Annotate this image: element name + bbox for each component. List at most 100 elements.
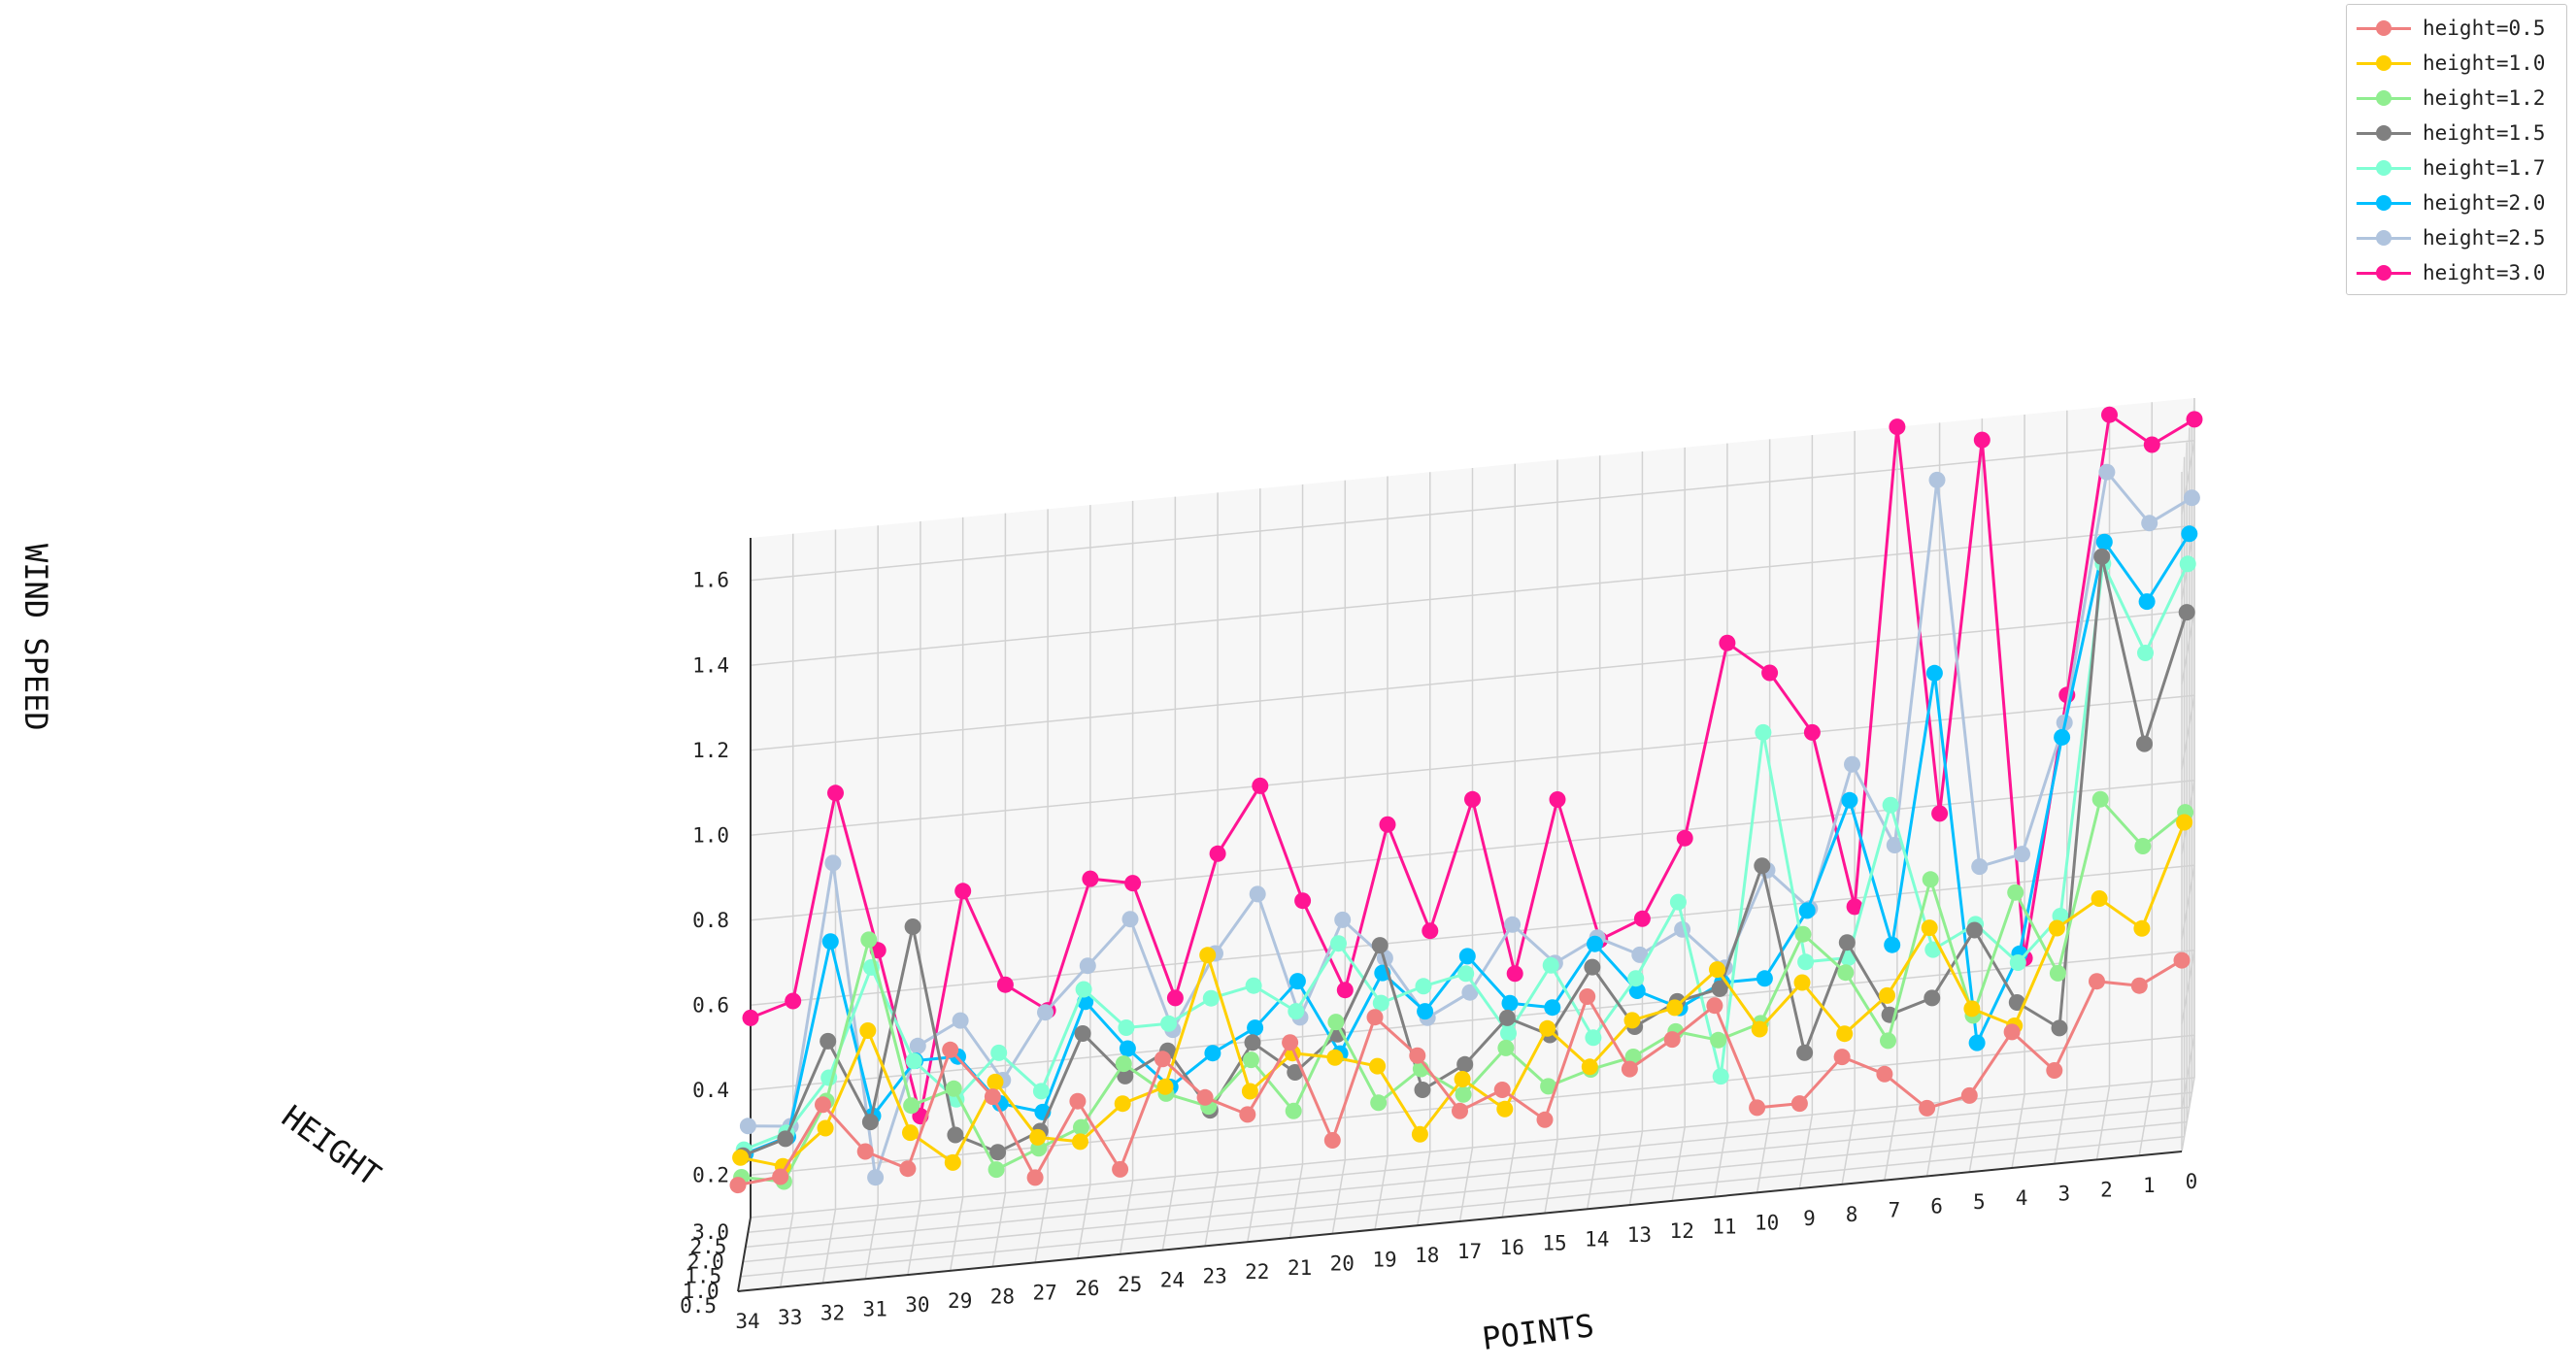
data-point	[2137, 645, 2154, 661]
data-point	[1411, 1125, 1428, 1143]
data-point	[2181, 525, 2198, 543]
axis-line	[737, 1217, 752, 1292]
data-point	[742, 1009, 759, 1026]
data-point	[1117, 1067, 1134, 1084]
data-point	[1631, 946, 1649, 963]
z-tick-label: 1.4	[692, 653, 729, 677]
grid-line	[2181, 1035, 2195, 1110]
data-point	[1798, 902, 1816, 919]
data-point	[1334, 911, 1352, 928]
z-tick-label: 0.2	[692, 1163, 729, 1186]
series-height=1.5	[734, 548, 2195, 1164]
y-tick-label: 0.5	[680, 1294, 717, 1318]
data-point	[2143, 436, 2160, 453]
data-point	[785, 992, 802, 1010]
data-point	[1579, 988, 1596, 1005]
x-tick-label: 7	[1889, 1199, 1901, 1222]
data-point	[1846, 898, 1863, 916]
x-axis-title: POINTS	[1480, 1307, 1595, 1357]
legend-label: height=0.5	[2423, 17, 2546, 40]
data-point	[1294, 892, 1312, 910]
data-point	[1581, 1058, 1598, 1076]
data-point	[1540, 1078, 1557, 1095]
grid-line	[750, 524, 2195, 666]
data-point	[1323, 1132, 1341, 1149]
legend-label: height=1.5	[2423, 121, 2546, 145]
data-point	[824, 854, 842, 872]
data-point	[987, 1073, 1004, 1090]
data-point	[2054, 728, 2071, 746]
data-point	[1121, 911, 1139, 928]
data-point	[1496, 1100, 1514, 1118]
grid-line	[750, 440, 2195, 582]
data-point	[1676, 829, 1693, 847]
data-point	[1330, 935, 1347, 952]
grid-line	[1841, 1110, 1856, 1185]
data-point	[2173, 951, 2191, 969]
data-point	[1709, 961, 1725, 979]
series-height=0.5	[729, 951, 2191, 1194]
data-point	[1833, 1049, 1851, 1066]
data-point	[942, 1041, 959, 1058]
data-point	[987, 1161, 1005, 1179]
data-point	[820, 1032, 837, 1050]
data-point	[2134, 838, 2152, 854]
data-point	[1666, 999, 1684, 1017]
data-point	[1627, 970, 1645, 987]
z-tick-label: 0.6	[692, 993, 729, 1017]
data-point	[1288, 1003, 1305, 1020]
x-tick-label: 2	[2100, 1179, 2113, 1202]
x-tick-label: 26	[1075, 1277, 1099, 1300]
x-tick-label: 4	[2016, 1186, 2028, 1210]
data-point	[2048, 919, 2065, 937]
grid-line	[2054, 1089, 2068, 1164]
data-point	[1836, 1025, 1854, 1043]
data-point	[739, 1118, 756, 1135]
data-point	[1371, 937, 1388, 954]
data-point	[1931, 805, 1949, 822]
data-point	[1124, 875, 1142, 892]
grid-line	[1671, 1126, 1686, 1201]
grid-line	[1501, 1143, 1516, 1218]
x-tick-label: 1	[2143, 1174, 2156, 1197]
data-point	[827, 784, 844, 802]
data-point	[1584, 958, 1601, 976]
data-point	[1884, 936, 1901, 953]
grid-line	[1288, 1163, 1304, 1239]
data-point	[1326, 1049, 1344, 1066]
data-point	[1082, 870, 1099, 887]
data-point	[1751, 1020, 1768, 1038]
data-point	[984, 1088, 1001, 1106]
grid-line	[991, 1192, 1007, 1267]
data-point	[1924, 989, 1941, 1007]
data-point	[1072, 1133, 1088, 1151]
tick-labels: 0123456789101112131415161718192021222324…	[680, 569, 2197, 1333]
legend-label: height=3.0	[2423, 261, 2546, 284]
data-point	[954, 883, 972, 900]
data-point	[1199, 947, 1217, 964]
data-point	[1621, 1060, 1638, 1078]
x-tick-label: 11	[1712, 1216, 1736, 1239]
grid-line	[750, 780, 2195, 921]
data-point	[1079, 957, 1096, 975]
grid-line	[1119, 1180, 1134, 1255]
data-point	[2089, 973, 2105, 990]
data-point	[1366, 1009, 1384, 1026]
data-point	[1154, 1051, 1171, 1068]
data-point	[1464, 790, 1481, 808]
data-point	[1370, 1094, 1388, 1112]
grid-line	[1925, 1102, 1941, 1177]
data-point	[1415, 978, 1432, 995]
data-point	[1336, 982, 1354, 999]
data-point	[2183, 489, 2200, 507]
data-point	[1285, 1102, 1302, 1119]
data-point	[1919, 1099, 1936, 1117]
axis-line	[737, 1151, 2183, 1292]
grid-line	[2095, 1085, 2111, 1160]
data-point	[2051, 1019, 2068, 1037]
legend-dot-marker	[2376, 230, 2392, 246]
data-point	[1963, 1000, 1981, 1018]
data-point	[2091, 890, 2108, 907]
data-point	[1966, 921, 1983, 939]
data-point	[1876, 1065, 1893, 1083]
